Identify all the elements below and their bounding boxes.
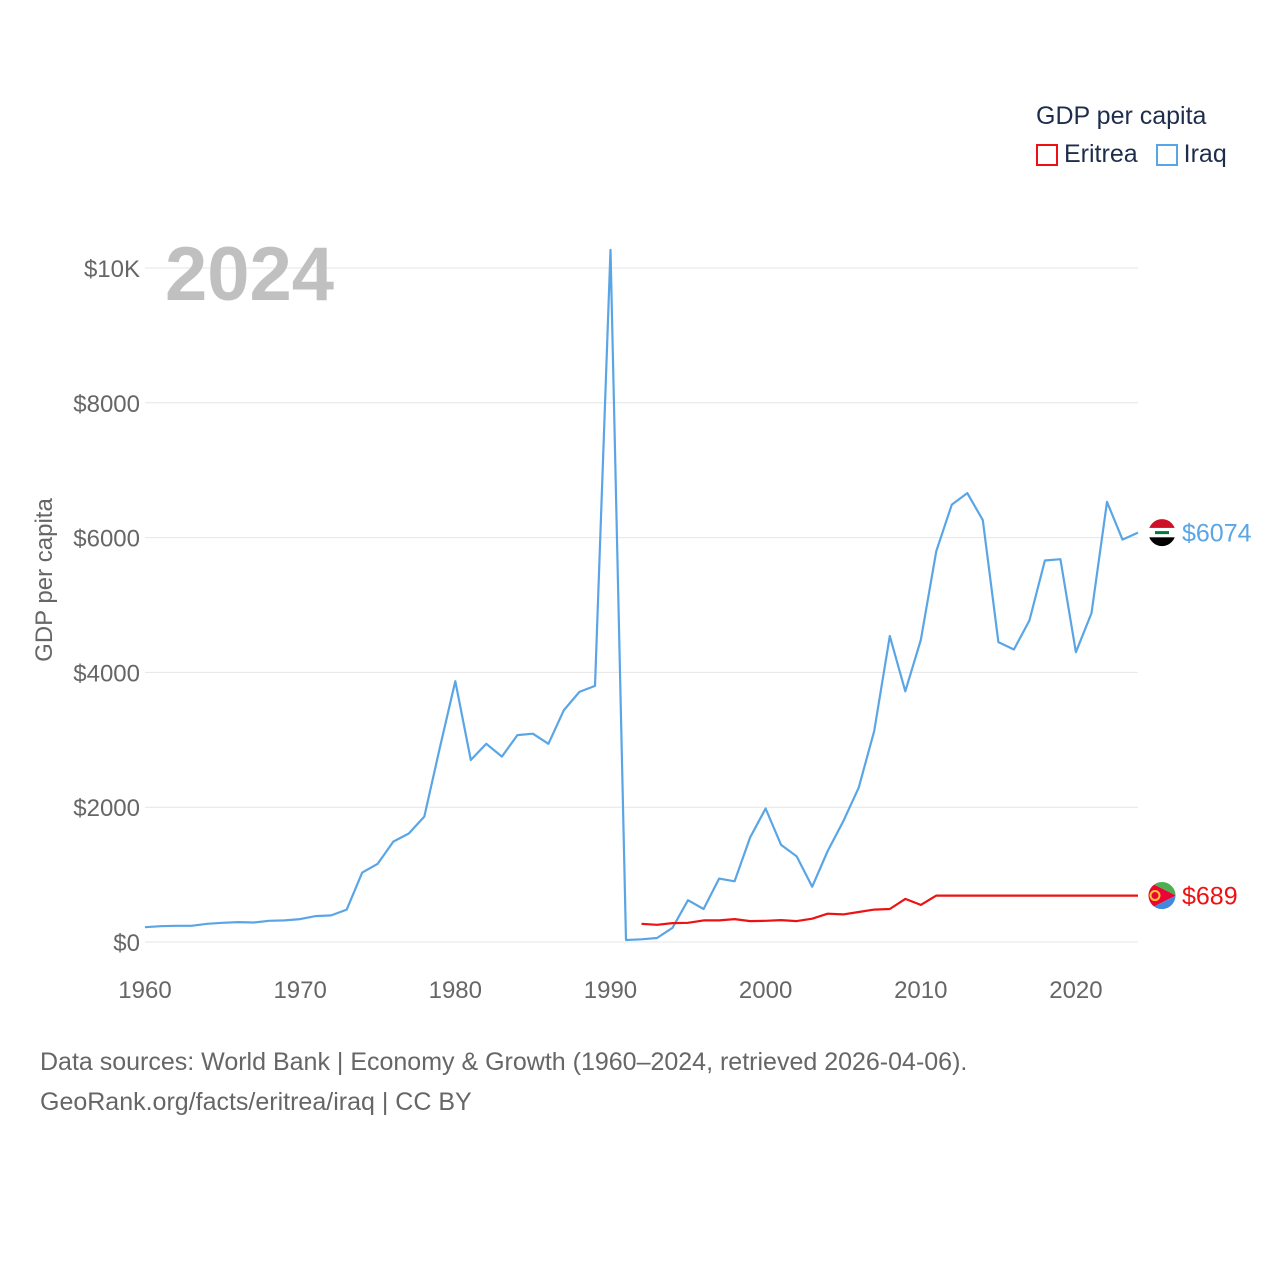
footer: Data sources: World Bank | Economy & Gro… xyxy=(40,1042,967,1122)
legend-item-eritrea[interactable]: Eritrea xyxy=(1036,140,1138,169)
x-tick-label: 2020 xyxy=(1049,977,1102,1004)
y-tick-label: $10K xyxy=(84,256,140,283)
grid-lines xyxy=(145,267,1138,943)
end-label-iraq: $6074 xyxy=(1182,520,1252,548)
legend-label-eritrea: Eritrea xyxy=(1064,140,1138,168)
y-axis-label: GDP per capita xyxy=(31,498,58,662)
series-line-iraq xyxy=(144,248,1139,942)
y-tick-label: $6000 xyxy=(73,526,140,553)
series-line-eritrea xyxy=(641,894,1138,926)
x-tick-label: 1970 xyxy=(273,977,326,1004)
legend-title: GDP per capita xyxy=(1036,102,1207,130)
y-tick-label: $0 xyxy=(113,930,140,957)
footer-sources: Data sources: World Bank | Economy & Gro… xyxy=(40,1048,968,1076)
y-tick-label: $8000 xyxy=(73,391,140,418)
y-tick-label: $4000 xyxy=(73,660,140,687)
x-tick-label: 1960 xyxy=(118,977,171,1004)
flag-icon-eritrea xyxy=(1147,881,1177,911)
y-axis-ticks: $0 $2000 $4000 $6000 $8000 $10K xyxy=(73,256,140,957)
legend-label-iraq: Iraq xyxy=(1183,140,1227,168)
flag-icon-iraq xyxy=(1147,518,1177,548)
end-label-eritrea: $689 xyxy=(1182,883,1238,911)
x-tick-label: 1990 xyxy=(584,977,637,1004)
legend: GDP per capita Eritrea Iraq xyxy=(1036,100,1245,169)
legend-swatch-eritrea xyxy=(1036,143,1058,166)
x-tick-label: 2010 xyxy=(894,977,947,1004)
year-watermark: 2024 xyxy=(165,232,334,317)
x-tick-label: 2000 xyxy=(739,977,792,1004)
x-axis-ticks: 1960 1970 1980 1990 2000 2010 2020 xyxy=(118,977,1102,1004)
legend-item-iraq[interactable]: Iraq xyxy=(1155,140,1227,169)
series-end-markers: $6074 $689 xyxy=(1147,518,1252,911)
y-tick-label: $2000 xyxy=(73,795,140,822)
x-tick-label: 1980 xyxy=(429,977,482,1004)
legend-swatch-iraq xyxy=(1155,143,1178,166)
footer-attribution: GeoRank.org/facts/eritrea/iraq | CC BY xyxy=(40,1088,472,1116)
series-lines xyxy=(144,248,1139,942)
